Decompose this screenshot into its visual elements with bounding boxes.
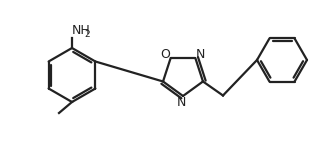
Text: NH: NH xyxy=(72,24,91,37)
Text: O: O xyxy=(161,48,171,60)
Text: N: N xyxy=(196,48,205,60)
Text: 2: 2 xyxy=(84,30,90,39)
Text: N: N xyxy=(176,96,186,108)
